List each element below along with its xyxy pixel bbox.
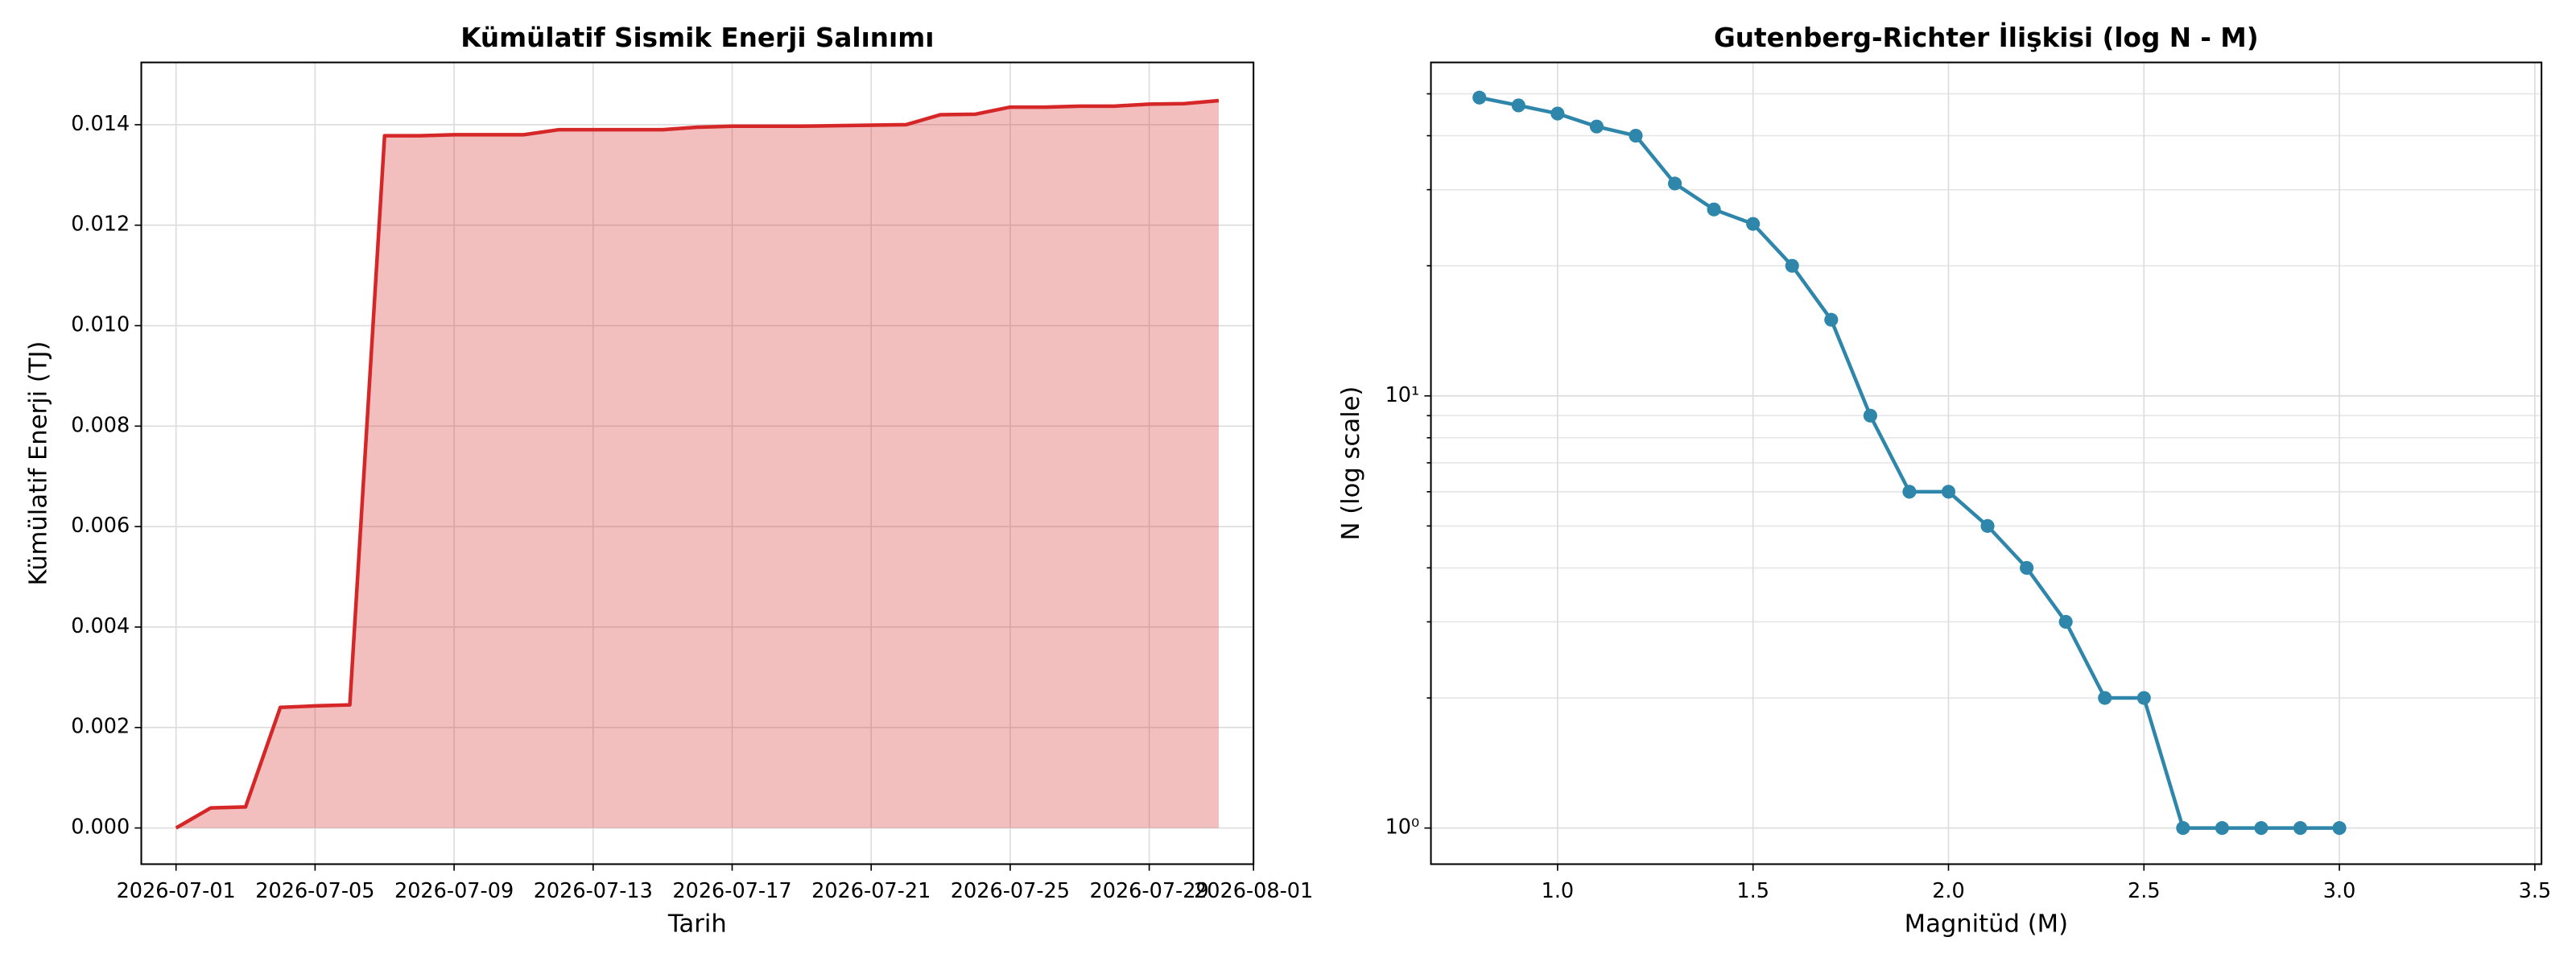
chart-panel: 10⁰ 10¹ 1.0 1.5 2.0 2.5 3.0 3.5 Gutenberg-Richte…	[1337, 23, 2551, 939]
x-tick-label: 2.0	[1932, 879, 1965, 903]
data-point	[1980, 518, 1995, 533]
y-tick-label: 0.014	[71, 112, 130, 136]
data-point	[2254, 821, 2268, 836]
data-point	[1667, 176, 1682, 191]
data-point	[1472, 90, 1487, 105]
data-line	[175, 98, 1220, 830]
data-point	[2136, 691, 2151, 705]
x-tick-label: 2026-07-13	[534, 879, 653, 903]
data-point	[1824, 312, 1839, 327]
y-tick-label: 0.004	[71, 614, 130, 638]
x-tick-label: 2026-07-05	[255, 879, 374, 903]
chart-title: Gutenberg-Richter İlişkisi (log N - M)	[1714, 23, 2259, 53]
y-tick-label: 0.010	[71, 313, 130, 337]
x-axis-label: Tarih	[667, 910, 727, 938]
x-tick-label: 2026-07-17	[672, 879, 791, 903]
data-point	[1902, 485, 1917, 499]
data-point	[1746, 217, 1761, 231]
x-tick-label: 2026-07-25	[951, 879, 1070, 903]
data-point	[2058, 614, 2073, 630]
data-point	[1550, 106, 1565, 121]
data-point	[1863, 408, 1877, 423]
data-point	[2020, 560, 2034, 575]
area-fill	[175, 100, 1219, 828]
x-tick-label: 2026-07-09	[394, 879, 514, 903]
chart-panel: 0.000 0.002 0.004 0.006 0.008 0.010 0.012 0.014…	[24, 23, 1313, 939]
data-point	[1511, 98, 1525, 113]
y-tick-label: 10⁰	[1385, 815, 1420, 840]
chart-title: Kümülatif Sismik Enerji Salınımı	[460, 23, 934, 53]
y-axis-label: Kümülatif Enerji (TJ)	[24, 341, 52, 586]
x-tick-label: 2026-07-01	[117, 879, 236, 903]
y-tick-label: 0.002	[71, 715, 130, 739]
data-point	[1589, 119, 1604, 134]
x-tick-label: 1.0	[1542, 879, 1575, 903]
y-tick-label: 0.006	[71, 514, 130, 538]
plot-frame	[140, 61, 1255, 865]
y-tick-label: 10¹	[1385, 383, 1420, 407]
x-tick-label: 1.5	[1736, 879, 1769, 903]
y-tick-label: 0.008	[71, 413, 130, 437]
data-point	[1941, 485, 1956, 499]
plot-frame	[1430, 61, 2543, 865]
x-tick-label: 3.0	[2323, 879, 2356, 903]
x-tick-label: 2026-07-21	[811, 879, 931, 903]
data-group	[175, 98, 1220, 830]
data-point	[2176, 821, 2190, 836]
data-point	[1629, 128, 1643, 143]
data-point	[2098, 691, 2112, 705]
data-point	[1707, 202, 1721, 217]
data-point	[2332, 821, 2347, 836]
x-tick-label: 2026-07-29	[1090, 879, 1209, 903]
x-tick-label: 2.5	[2128, 879, 2161, 903]
data-point	[1785, 258, 1799, 273]
data-point	[2293, 821, 2308, 836]
x-axis-label: Magnitüd (M)	[1905, 910, 2068, 938]
y-tick-label: 0.012	[71, 213, 130, 237]
y-axis-label: N (log scale)	[1337, 386, 1365, 541]
data-point	[2215, 821, 2229, 836]
x-tick-label: 2026-08-01	[1194, 879, 1313, 903]
x-tick-label: 3.5	[2519, 879, 2552, 903]
data-group	[1472, 90, 2347, 836]
y-tick-label: 0.000	[71, 815, 130, 840]
